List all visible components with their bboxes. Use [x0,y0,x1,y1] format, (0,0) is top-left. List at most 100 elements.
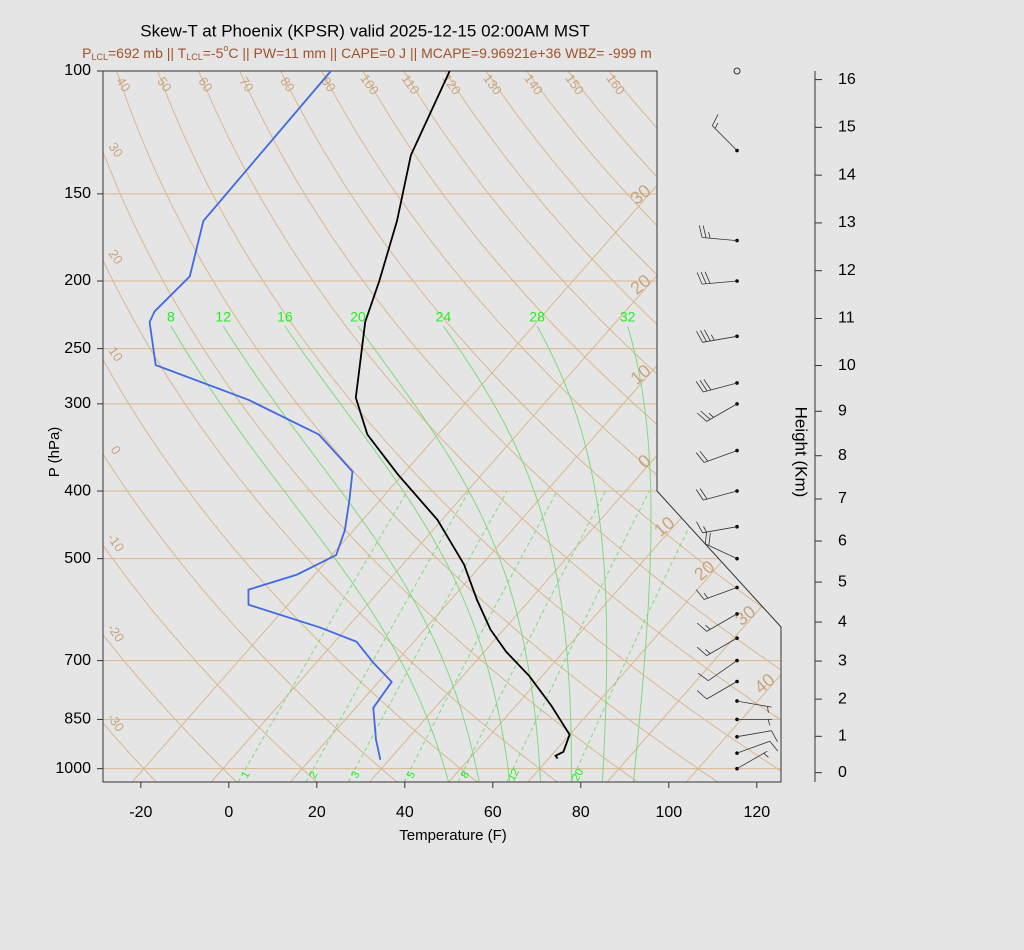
y2-tick-label: 9 [838,402,847,419]
isotherm [131,71,759,782]
x-tick-label: 80 [572,804,590,821]
wind-barb [695,450,738,463]
y2-tick-label: 10 [838,357,856,374]
wind-station [735,612,739,616]
moist-adiabat [170,325,450,782]
wind-station [735,448,739,453]
subtitle-sub: LCL [186,52,203,62]
y2-tick-label: 0 [838,764,847,781]
wind-station [735,334,739,339]
y2-tick-label: 7 [838,490,847,507]
x-tick-label: 20 [308,804,326,821]
moist-adiabat-label: 28 [529,309,545,325]
y2-tick-label: 2 [838,690,847,707]
mixing-ratio-label: 5 [405,769,418,780]
dry-adiabat-label: 70 [236,74,257,94]
wind-station [735,381,739,385]
y2-axis-label: Height (Km) [792,407,811,498]
y2-tick-label: 16 [838,71,856,88]
wind-barb [696,613,738,632]
subtitle-part: C || PW=11 mm || CAPE=0 J || MCAPE=9.969… [228,45,651,61]
dry-adiabat-label: 10 [106,344,127,364]
x-axis-label: Temperature (F) [399,827,507,844]
y-tick-label: 1000 [55,760,91,777]
mixing-ratio-label: 2 [307,769,320,780]
wind-station [735,556,739,561]
mixing-ratio-line [506,490,650,782]
wind-barb [696,681,738,700]
isotherm [290,71,781,782]
moist-adiabat [222,325,480,782]
wind-barb [711,114,738,151]
chart-subtitle: PLCL=692 mb || TLCL=-5oC || PW=11 mm || … [82,43,652,62]
y-tick-label: 200 [64,272,91,289]
mixing-ratio-line [305,490,470,782]
wind-barb [696,521,738,534]
y2-tick-label: 14 [838,166,856,183]
wind-station [735,699,739,703]
isotherm [527,71,781,782]
x-tick-label: 100 [655,804,682,821]
chart-title: Skew-T at Phoenix (KPSR) valid 2025-12-1… [140,21,589,40]
wind-barb [695,488,738,501]
mixing-ratio-label: 1 [239,769,252,780]
x-tick-label: 120 [743,804,770,821]
moist-adiabat [536,325,608,782]
y-tick-label: 300 [64,395,91,412]
moist-adiabat [357,325,542,782]
wind-barb [696,403,738,422]
subtitle-part: =-5 [203,45,224,61]
moist-adiabat-label: 16 [277,309,293,325]
calm-wind [733,67,741,75]
y2-tick-label: 11 [838,310,855,327]
y2-tick-label: 6 [838,532,847,549]
wind-barb [736,700,772,713]
mixing-ratio-label: 20 [570,767,587,784]
wind-barb [695,587,738,600]
x-tick-label: 60 [484,804,502,821]
y2-tick-label: 5 [838,573,847,590]
wind-barb [704,531,738,559]
moist-adiabat [627,325,652,782]
dry-adiabat-label: 40 [113,74,134,94]
mixing-ratio-label: 3 [349,769,362,780]
moist-adiabat-label: 12 [215,309,231,325]
y2-tick-label: 13 [838,214,856,231]
y-tick-label: 100 [64,62,91,79]
y2-tick-label: 1 [838,728,847,745]
y-tick-label: 250 [64,340,91,357]
wind-barb [737,719,772,726]
dewpoint-line [148,70,393,760]
wind-station [735,402,739,406]
wind-barb [736,750,769,770]
plot-frame [102,70,782,783]
subtitle-sub: LCL [91,52,108,62]
mixing-ratio-line [403,490,558,782]
wind-barb [697,660,738,682]
wind-barb [736,740,779,754]
wind-station [735,734,739,739]
dry-adiabat-label: 60 [195,74,216,94]
dry-adiabat-label: 50 [154,74,175,94]
dry-adiabat [403,71,781,782]
y2-tick-label: 3 [838,652,847,669]
moist-adiabat-label: 8 [167,309,175,325]
wind-station [735,751,739,755]
y2-tick-label: 12 [838,262,856,279]
dry-adiabat-label: 80 [277,74,298,94]
x-tick-label: 0 [224,804,233,821]
wind-station [735,679,739,684]
dry-adiabat [198,71,781,782]
moist-adiabat [284,325,511,782]
moist-adiabat [442,325,572,782]
subtitle-part: =692 mb || T [108,45,187,61]
wind-barb [696,329,738,343]
wind-barb [696,637,738,656]
dry-adiabat [280,71,781,782]
mixing-ratio-line [347,490,508,782]
dry-adiabat [116,71,719,782]
y-tick-label: 850 [64,711,91,728]
